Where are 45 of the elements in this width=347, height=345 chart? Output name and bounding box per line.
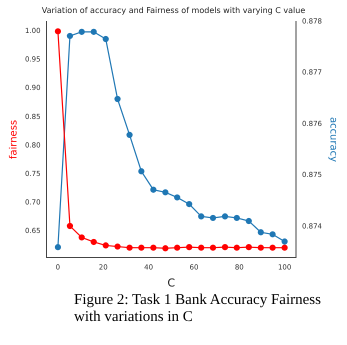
- point: [258, 244, 264, 251]
- point: [162, 245, 168, 252]
- caption: Figure 2: Task 1 Bank Accuracy Fairness with variations in C: [74, 292, 322, 326]
- point: [102, 242, 109, 249]
- y-axis-title: fairness: [8, 120, 20, 160]
- point: [270, 244, 276, 251]
- point: [246, 218, 252, 224]
- point: [114, 96, 121, 102]
- point: [198, 213, 204, 220]
- point: [126, 132, 133, 138]
- point: [198, 244, 204, 251]
- point: [270, 231, 276, 238]
- point: [54, 244, 62, 250]
- point: [174, 194, 180, 201]
- point: [90, 28, 97, 35]
- point: [162, 189, 168, 196]
- point: [186, 200, 192, 208]
- point: [78, 234, 85, 241]
- point: [186, 244, 192, 250]
- point: [126, 244, 133, 251]
- y2-axis-title: accuracy: [327, 116, 338, 162]
- point: [90, 238, 97, 246]
- point: [138, 168, 144, 174]
- point: [234, 244, 240, 251]
- point: [174, 244, 180, 251]
- point: [78, 28, 85, 35]
- point: [102, 36, 109, 42]
- point: [222, 244, 228, 250]
- point: [114, 243, 121, 250]
- point: [282, 244, 288, 251]
- point: [66, 32, 74, 40]
- point: [150, 186, 156, 193]
- chart-title: Variation of accuracy and Fairness of models with varying C value: [42, 6, 306, 15]
- point: [222, 213, 228, 220]
- point: [210, 244, 216, 251]
- x-axis-title: C: [167, 276, 176, 290]
- point: [234, 214, 240, 222]
- point: [66, 222, 74, 230]
- point: [54, 28, 62, 34]
- point: [150, 244, 156, 251]
- point: [246, 244, 252, 250]
- point: [258, 229, 264, 236]
- point: [282, 238, 288, 245]
- point: [210, 214, 216, 222]
- point: [138, 244, 144, 251]
